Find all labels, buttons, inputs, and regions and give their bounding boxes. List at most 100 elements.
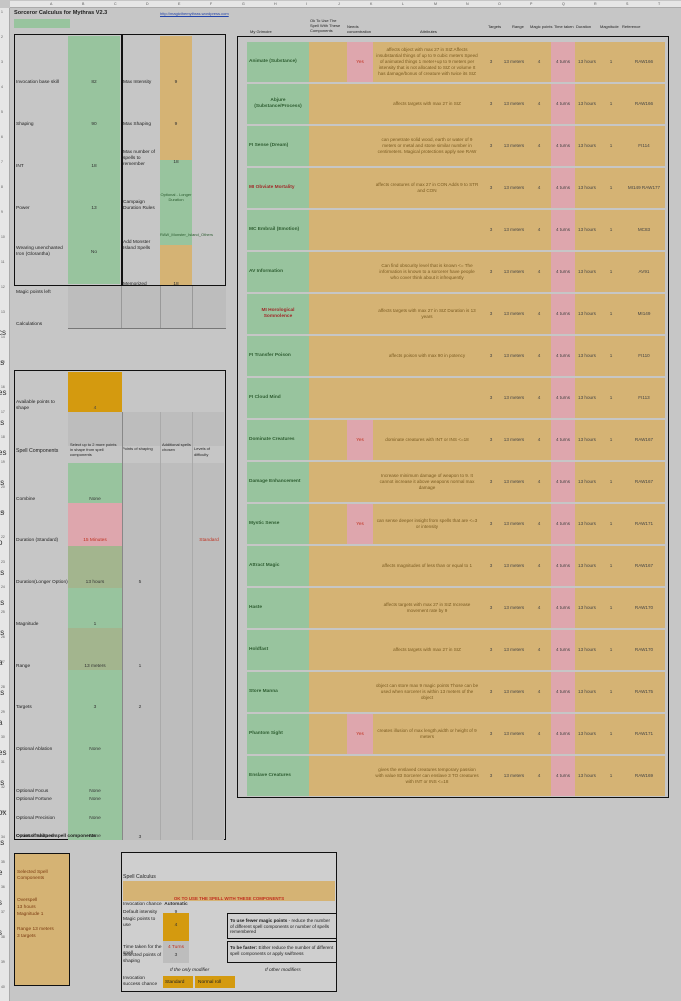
row-number[interactable]: 19 xyxy=(1,460,5,464)
row-number[interactable]: 12 xyxy=(1,285,5,289)
column-letter[interactable]: L xyxy=(402,2,404,6)
row-number[interactable]: 26 xyxy=(1,635,5,639)
spell-row[interactable]: AV Information Can find obscurity level t… xyxy=(247,252,667,292)
column-letter[interactable]: N xyxy=(466,2,469,6)
column-letter[interactable]: F xyxy=(210,2,213,6)
stat-value[interactable]: 90 xyxy=(91,122,97,127)
column-letter[interactable]: R xyxy=(594,2,597,6)
row-number[interactable]: 37 xyxy=(1,910,5,914)
row-number[interactable]: 13 xyxy=(1,310,5,314)
spell-row[interactable]: FI Sense (Dream) can penetrate solid wood… xyxy=(247,126,667,166)
column-letter[interactable]: H xyxy=(274,2,277,6)
row-number[interactable]: 9 xyxy=(1,210,3,214)
spell-row[interactable]: MI Horological Somnolence affects targets… xyxy=(247,294,667,334)
row-number[interactable]: 24 xyxy=(1,585,5,589)
row-number[interactable]: 39 xyxy=(1,960,5,964)
component-value[interactable]: 13 hours xyxy=(85,580,105,585)
row-number[interactable]: 1 xyxy=(1,10,3,14)
column-letter[interactable]: J xyxy=(338,2,340,6)
column-letter[interactable]: P xyxy=(530,2,533,6)
column-letter[interactable]: B xyxy=(82,2,85,6)
spell-row[interactable]: MC Embrail (Emotion) 3 13 meters 4 4 turns 13… xyxy=(247,210,667,250)
site-link[interactable]: http://magicthemythras.wordpress.com xyxy=(160,11,229,16)
column-letter[interactable]: S xyxy=(626,2,629,6)
row-number[interactable]: 11 xyxy=(1,260,5,264)
column-letter[interactable]: I xyxy=(306,2,307,6)
spell-row[interactable]: Store Manna object can store max 9 magic … xyxy=(247,672,667,712)
row-number[interactable]: 21 xyxy=(1,510,5,514)
stat-value[interactable]: 13 xyxy=(91,206,97,211)
component-value[interactable]: 15 Minutes xyxy=(83,538,107,543)
setting-value[interactable]: 18 xyxy=(173,282,179,287)
spell-row[interactable]: Abjure (Substance/Process) affects target… xyxy=(247,84,667,124)
spell-row[interactable]: Animate (Substance) Yes affects object wit… xyxy=(247,42,667,82)
spell-row[interactable]: Attract Magic affects magnitudes of less … xyxy=(247,546,667,586)
column-letter[interactable]: C xyxy=(114,2,117,6)
row-number[interactable]: 22 xyxy=(1,535,5,539)
optional-cells[interactable] xyxy=(68,670,122,840)
component-value[interactable]: 13 meters xyxy=(84,664,106,669)
spell-row[interactable]: MI Obviate Mortality affects creatures of… xyxy=(247,168,667,208)
setting-value[interactable]: RAW_Monster_Island_Others xyxy=(160,232,213,237)
row-number[interactable]: 33 xyxy=(1,810,5,814)
row-number[interactable]: 36 xyxy=(1,885,5,889)
row-number[interactable]: 30 xyxy=(1,735,5,739)
row-number[interactable]: 40 xyxy=(1,985,5,989)
row-number[interactable]: 5 xyxy=(1,110,3,114)
row-number[interactable]: 16 xyxy=(1,385,5,389)
component-value[interactable]: None xyxy=(89,816,101,821)
column-letter[interactable]: T xyxy=(658,2,661,6)
component-value[interactable]: 1 xyxy=(93,622,97,627)
row-number[interactable]: 4 xyxy=(1,85,3,89)
duration-standard-cell[interactable] xyxy=(68,503,122,546)
column-letter[interactable]: K xyxy=(370,2,373,6)
column-letter[interactable]: M xyxy=(434,2,437,6)
column-letter[interactable]: E xyxy=(178,2,181,6)
row-number[interactable]: 29 xyxy=(1,710,5,714)
row-number[interactable]: 28 xyxy=(1,685,5,689)
spell-row[interactable]: Haste affects targets with max 27 in SIZ … xyxy=(247,588,667,628)
row-number[interactable]: 8 xyxy=(1,185,3,189)
spell-row[interactable]: Damage Enhancement Increase minimum damag… xyxy=(247,462,667,502)
row-number[interactable]: 34 xyxy=(1,835,5,839)
row-number[interactable]: 20 xyxy=(1,485,5,489)
magnitude-cell[interactable] xyxy=(68,588,122,628)
component-value[interactable]: None xyxy=(89,789,101,794)
row-number[interactable]: 6 xyxy=(1,135,3,139)
component-value[interactable]: 3 xyxy=(93,705,97,710)
column-letter[interactable]: Q xyxy=(562,2,565,6)
row-number[interactable]: 2 xyxy=(1,35,3,39)
row-number[interactable]: 38 xyxy=(1,935,5,939)
row-number[interactable]: 32 xyxy=(1,785,5,789)
row-number[interactable]: 18 xyxy=(1,435,5,439)
spell-row[interactable]: FI Transfer Poison affects poison with ma… xyxy=(247,336,667,376)
combine-cell[interactable] xyxy=(68,463,122,503)
row-number[interactable]: 7 xyxy=(1,160,3,164)
row-number[interactable]: 25 xyxy=(1,610,5,614)
component-value[interactable]: None xyxy=(89,834,101,839)
spell-row[interactable]: Mystic Sense Yes can sense deeper insight … xyxy=(247,504,667,544)
stat-value[interactable]: No xyxy=(90,250,98,255)
spell-row[interactable]: Phantom Sight Yes creates illusion of max … xyxy=(247,714,667,754)
column-letter[interactable]: O xyxy=(498,2,501,6)
spell-row[interactable]: Holdfast affects targets with max 27 in S… xyxy=(247,630,667,670)
row-number[interactable]: 17 xyxy=(1,410,5,414)
spell-row[interactable]: Enslave Creatures gives the enslaved crea… xyxy=(247,756,667,796)
duration-longer-cell[interactable] xyxy=(68,546,122,588)
setting-value[interactable]: 9 xyxy=(174,122,178,127)
setting-value[interactable]: 18 xyxy=(173,160,179,165)
setting-value[interactable]: 9 xyxy=(174,80,178,85)
row-number[interactable]: 14 xyxy=(1,335,5,339)
spell-row[interactable]: Dominate Creatures Yes dominate creatures … xyxy=(247,420,667,460)
component-value[interactable]: None xyxy=(89,497,101,502)
column-letter[interactable]: D xyxy=(146,2,149,6)
spell-row[interactable]: FI Cloud Mind 3 13 meters 4 4 turns 13 hours 1… xyxy=(247,378,667,418)
column-letter[interactable]: G xyxy=(242,2,245,6)
row-number[interactable]: 27 xyxy=(1,660,5,664)
component-value[interactable]: None xyxy=(89,797,101,802)
row-number[interactable]: 35 xyxy=(1,860,5,864)
row-number[interactable]: 15 xyxy=(1,360,5,364)
component-value[interactable]: None xyxy=(89,747,101,752)
range-cell[interactable] xyxy=(68,628,122,670)
stat-value[interactable]: 82 xyxy=(91,80,97,85)
